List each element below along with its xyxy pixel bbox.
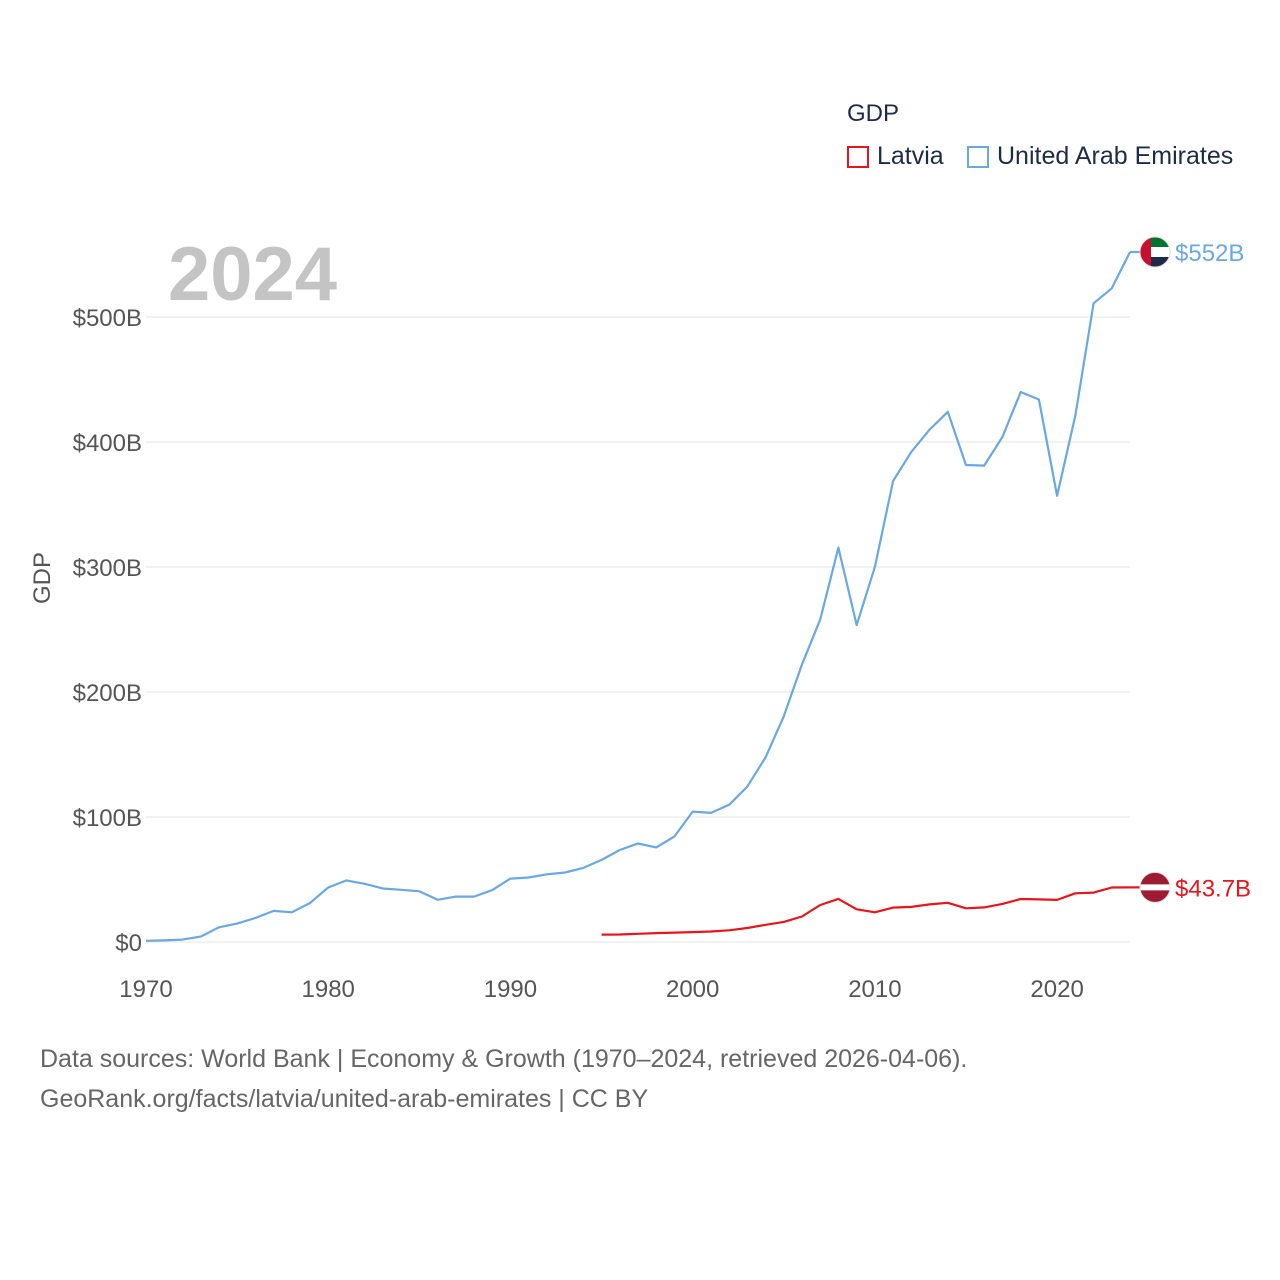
data-sources: Data sources: World Bank | Economy & Gro… [40, 1045, 968, 1073]
end-markers: $43.7B $552B [1130, 236, 1251, 903]
latvia-flag-icon [1140, 872, 1170, 903]
y-axis-title: GDP [29, 552, 56, 604]
legend-title: GDP [847, 100, 900, 127]
year-label: 2024 [168, 232, 337, 317]
y-tick-label: $200B [73, 680, 142, 707]
y-tick-label: $500B [73, 305, 142, 332]
legend-item-latvia[interactable]: Latvia [847, 142, 944, 171]
x-tick-label: 1970 [119, 976, 172, 1003]
x-tick-label: 2020 [1030, 976, 1083, 1003]
y-tick-labels: $0 $100B $200B $300B $400B $500B [73, 305, 142, 957]
legend-item-uae[interactable]: United Arab Emirates [967, 142, 1233, 171]
x-tick-label: 1980 [302, 976, 355, 1003]
legend-swatch-latvia [847, 145, 869, 168]
x-tick-label: 1990 [484, 976, 537, 1003]
series-line-uae[interactable] [145, 251, 1131, 942]
y-tick-label: $0 [115, 930, 142, 957]
legend-swatch-uae [967, 145, 989, 168]
attribution-link[interactable]: GeoRank.org/facts/latvia/united-arab-emi… [40, 1085, 649, 1113]
x-tick-label: 2000 [666, 976, 719, 1003]
y-tick-label: $100B [73, 805, 142, 832]
end-value-label-uae: $552B [1175, 240, 1244, 267]
x-tick-label: 2010 [848, 976, 901, 1003]
end-value-label-latvia: $43.7B [1175, 875, 1251, 902]
series-line-latvia[interactable] [601, 886, 1131, 936]
x-tick-labels: 1970 1980 1990 2000 2010 2020 [119, 976, 1084, 1003]
y-tick-label: $300B [73, 555, 142, 582]
y-tick-label: $400B [73, 430, 142, 457]
legend-label-latvia: Latvia [877, 142, 944, 170]
grid-lines [146, 316, 1130, 943]
series-lines [145, 251, 1131, 942]
legend-label-uae: United Arab Emirates [997, 142, 1234, 170]
uae-flag-icon [1140, 237, 1170, 267]
